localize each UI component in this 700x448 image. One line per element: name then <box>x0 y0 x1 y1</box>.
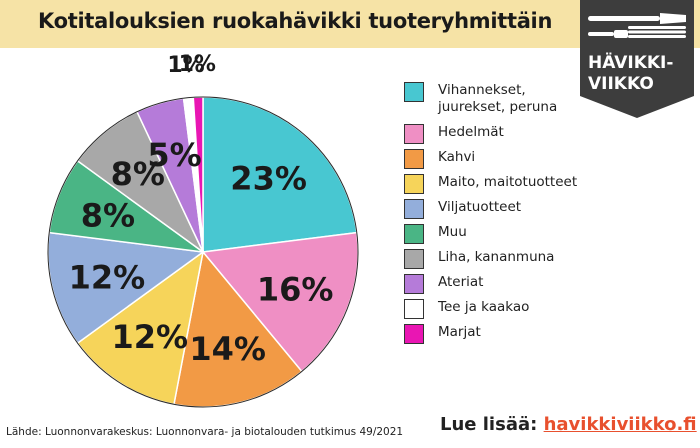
legend-item-4: Viljatuotteet <box>404 199 614 219</box>
legend-label-9-0: Marjat <box>438 324 481 340</box>
legend-label-8-0: Tee ja kaakao <box>438 299 530 315</box>
pie-label-5: 8% <box>81 196 135 234</box>
chart-title: Kotitalouksien ruokahävikki tuoteryhmitt… <box>38 9 553 33</box>
read-more: Lue lisää: havikkiviikko.fi <box>440 414 697 435</box>
legend-swatch-6 <box>404 249 424 269</box>
legend-label-5-0: Muu <box>438 224 467 240</box>
legend-item-5: Muu <box>404 224 614 244</box>
legend-swatch-8 <box>404 299 424 319</box>
pie-outline <box>47 96 359 408</box>
pie-label-4: 12% <box>69 259 146 297</box>
legend-item-8: Tee ja kaakao <box>404 299 614 319</box>
pie-labels: 23%16%14%12%12%8%8%5%1%1% <box>69 52 334 368</box>
legend-label-4-0: Viljatuotteet <box>438 199 522 215</box>
pie-label-8: 1% <box>167 53 204 78</box>
legend-item-0: Vihannekset, juurekset, peruna <box>404 82 614 116</box>
legend-label-3-0: Maito, maitotuotteet <box>438 174 578 190</box>
read-more-label: Lue lisää: <box>440 414 538 435</box>
pie-label-6: 8% <box>111 155 165 193</box>
legend-label-2-0: Kahvi <box>438 149 476 165</box>
pie-slices <box>47 96 359 408</box>
legend-swatch-7 <box>404 274 424 294</box>
pie-label-9: 1% <box>179 52 216 77</box>
legend-item-1: Hedelmät <box>404 124 614 144</box>
source-note: Lähde: Luonnonvarakeskus: Luonnonvara- j… <box>6 426 404 438</box>
legend-item-6: Liha, kananmuna <box>404 249 614 269</box>
legend-swatch-3 <box>404 174 424 194</box>
legend-swatch-1 <box>404 124 424 144</box>
pie-label-0: 23% <box>230 160 307 198</box>
legend-label-0-1: juurekset, peruna <box>438 99 558 115</box>
legend-swatch-2 <box>404 149 424 169</box>
legend-item-3: Maito, maitotuotteet <box>404 174 614 194</box>
legend-label-7-0: Ateriat <box>438 274 484 290</box>
legend-item-7: Ateriat <box>404 274 614 294</box>
legend-label-0-0: Vihannekset, <box>438 82 526 98</box>
havikkiviikko-logo: HÄVIKKI- VIIKKO <box>580 0 694 118</box>
legend-swatch-5 <box>404 224 424 244</box>
legend: Vihannekset, juurekset, peruna Hedelmät Kah… <box>404 82 614 349</box>
brand-line-2: VIIKKO <box>588 74 654 94</box>
legend-swatch-0 <box>404 82 424 102</box>
pie-label-7: 5% <box>147 136 201 174</box>
legend-label-1-0: Hedelmät <box>438 124 504 140</box>
pie-label-1: 16% <box>257 271 334 309</box>
brand-line-1: HÄVIKKI- <box>588 51 673 73</box>
legend-item-2: Kahvi <box>404 149 614 169</box>
pie-label-2: 14% <box>189 330 266 368</box>
legend-label-6-0: Liha, kananmuna <box>438 249 555 265</box>
legend-swatch-4 <box>404 199 424 219</box>
legend-swatch-9 <box>404 324 424 344</box>
read-more-link[interactable]: havikkiviikko.fi <box>543 414 697 435</box>
fork-knife-icon <box>588 13 686 38</box>
legend-item-9: Marjat <box>404 324 614 344</box>
pie-label-3: 12% <box>112 318 189 356</box>
